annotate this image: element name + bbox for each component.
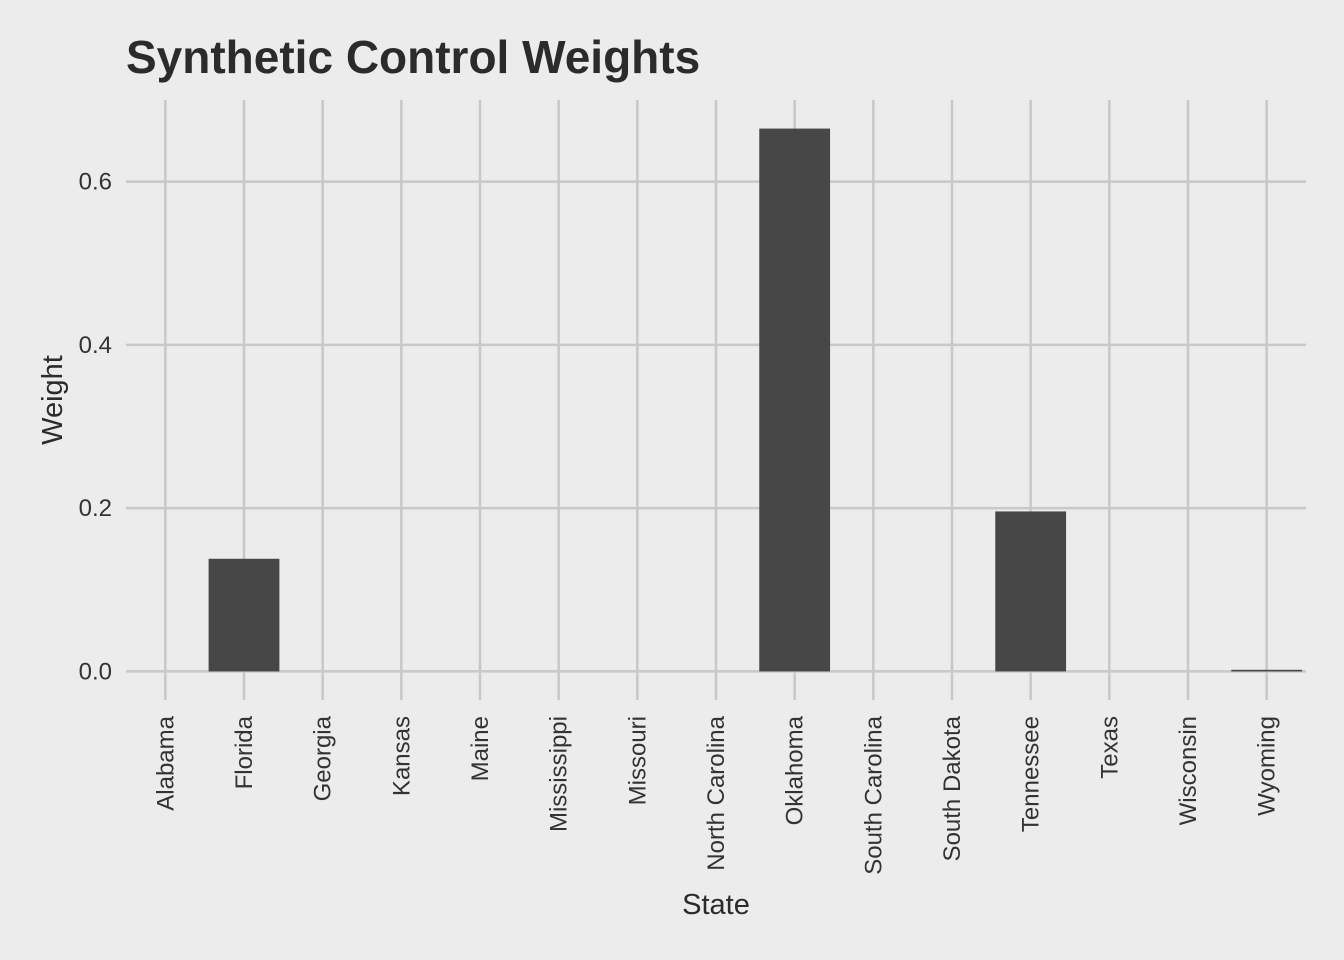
x-tick-label: North Carolina <box>703 715 730 870</box>
y-tick-label: 0.0 <box>79 658 112 685</box>
chart-title: Synthetic Control Weights <box>126 31 700 83</box>
x-tick-label: Tennessee <box>1018 716 1045 832</box>
x-tick-label: Florida <box>231 715 258 789</box>
bar-wyoming <box>1231 669 1303 672</box>
bar-tennessee <box>995 511 1067 672</box>
y-tick-label: 0.2 <box>79 495 112 522</box>
x-tick-label: South Carolina <box>860 715 887 874</box>
grid-lines <box>126 100 1306 700</box>
x-tick-label: Maine <box>467 716 494 781</box>
x-tick-label: Georgia <box>310 715 337 801</box>
bar-florida <box>208 558 280 672</box>
x-tick-label: Missouri <box>624 716 651 805</box>
x-tick-label: Wyoming <box>1254 716 1281 816</box>
x-tick-labels: Alabama Florida Georgia Kansas Maine Mississi… <box>152 715 1280 874</box>
y-tick-label: 0.4 <box>79 332 112 359</box>
x-tick-label: Texas <box>1096 716 1123 779</box>
x-tick-label: Alabama <box>152 715 179 810</box>
x-tick-label: Mississippi <box>546 716 573 832</box>
x-tick-label: Wisconsin <box>1175 716 1202 825</box>
bar-oklahoma <box>759 128 831 672</box>
y-axis-title: Weight <box>37 355 69 445</box>
x-tick-label: Oklahoma <box>782 715 809 825</box>
bars <box>208 128 1303 672</box>
x-axis-title: State <box>682 889 750 921</box>
y-tick-label: 0.6 <box>79 169 112 196</box>
x-tick-label: Kansas <box>388 716 415 796</box>
x-tick-label: South Dakota <box>939 715 966 861</box>
y-tick-labels: 0.0 0.2 0.4 0.6 <box>79 169 112 686</box>
